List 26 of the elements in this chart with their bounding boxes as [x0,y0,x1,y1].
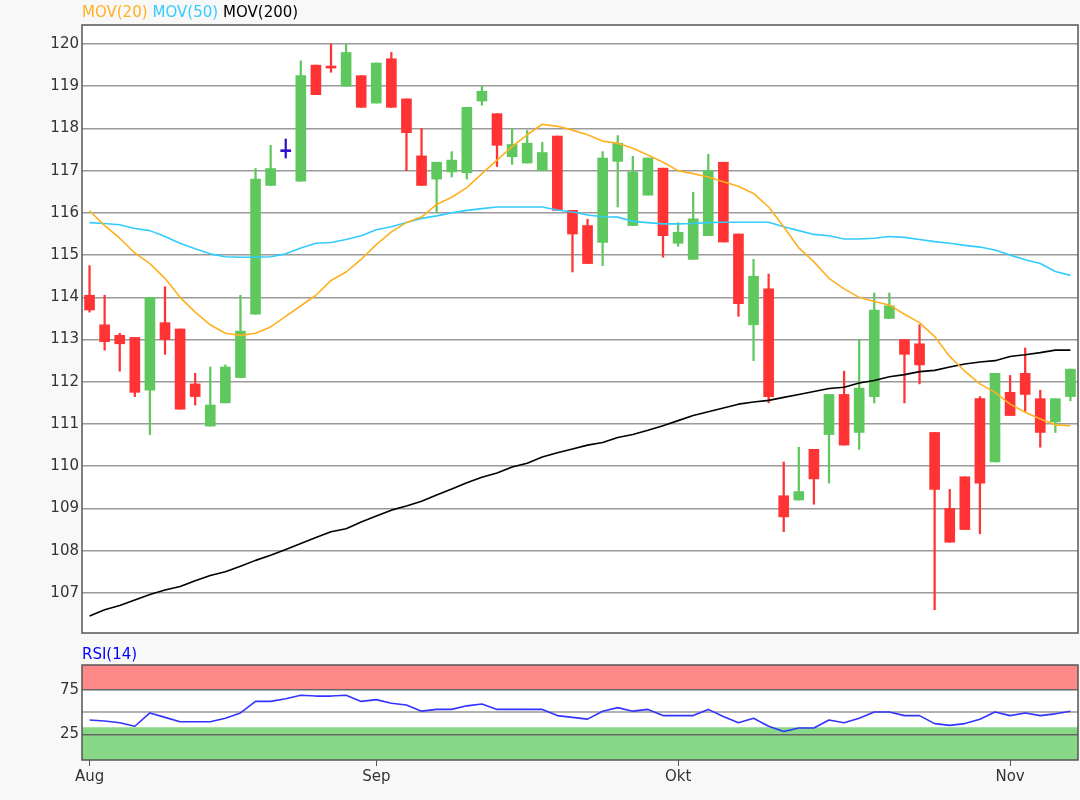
y-tick-label: 117 [50,160,79,179]
x-tick-label: Sep [362,766,391,785]
y-tick-label: 119 [50,76,79,95]
y-tick-label: 114 [50,287,79,306]
text: MOV(50) [152,3,219,21]
x-tick-label: Nov [995,766,1025,785]
text: MOV(20) [82,3,148,21]
y-tick-label: 109 [50,498,79,517]
y-tick-label: 112 [50,371,79,390]
x-tick-label: Okt [664,766,692,785]
y-tick-label: 111 [50,413,79,432]
candlestick [84,265,95,313]
candlestick [899,339,910,404]
y-tick-label: 113 [50,329,79,348]
y-tick-label: 116 [50,202,79,221]
y-tick-label: 25 [59,724,79,743]
y-tick-label: 108 [50,540,79,559]
y-tick-label: 75 [59,679,79,698]
chart-title: RSI(14) [82,645,138,663]
y-tick-label: 120 [50,33,79,52]
text: MOV(200) [223,3,299,21]
y-tick-label: 107 [50,582,79,601]
y-tick-label: 118 [50,118,79,137]
x-tick-label: Aug [74,766,105,785]
y-tick-label: 110 [50,456,79,475]
y-tick-label: 115 [50,245,79,263]
